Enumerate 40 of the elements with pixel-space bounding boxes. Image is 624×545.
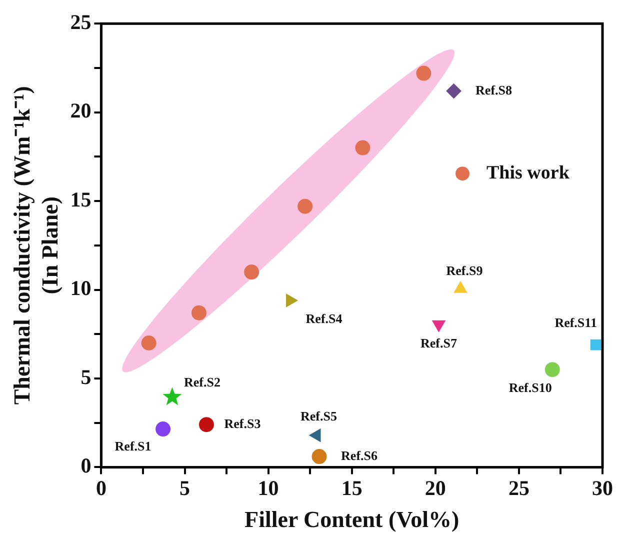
x-tick-label: 15 xyxy=(341,476,362,500)
series-label: Ref.S1 xyxy=(114,438,152,454)
point xyxy=(156,422,171,437)
point xyxy=(298,198,313,214)
series-label: Ref.S10 xyxy=(508,380,552,395)
point xyxy=(590,339,602,350)
point xyxy=(544,362,560,378)
point xyxy=(446,84,462,99)
x-tick-label: 20 xyxy=(424,476,446,500)
point xyxy=(141,335,156,350)
point xyxy=(416,66,432,81)
series-label: Ref.S9 xyxy=(446,263,484,278)
series-label: Ref.S6 xyxy=(341,448,378,463)
y-tick-label: 25 xyxy=(70,10,92,34)
point xyxy=(312,449,327,464)
point xyxy=(191,305,206,320)
point xyxy=(355,140,370,156)
y-tick-label: 0 xyxy=(80,454,92,478)
y-axis-title: Thermal conductivity (Wm⁻¹k⁻¹) (In Plane) xyxy=(10,86,62,405)
x-tick-label: 25 xyxy=(508,476,530,500)
x-tick-label: 30 xyxy=(592,476,613,500)
x-tick-label: 0 xyxy=(96,476,106,500)
x-tick-label: 10 xyxy=(258,476,279,500)
series-label: Ref.S3 xyxy=(224,416,262,431)
legend-label: This work xyxy=(486,162,570,184)
x-tick-label: 5 xyxy=(180,476,190,500)
series-label: Ref.S5 xyxy=(300,408,338,424)
point xyxy=(162,387,182,406)
x-axis-title: Filler Content (Vol%) xyxy=(244,507,460,532)
series-label: Ref.S2 xyxy=(184,374,220,390)
y-tick-label: 10 xyxy=(70,276,92,300)
y-tick-label: 20 xyxy=(70,98,92,123)
series-label: Ref.S8 xyxy=(476,82,513,98)
series-label: Ref.S4 xyxy=(306,310,343,326)
series-label: Ref.S7 xyxy=(420,336,458,351)
series-label: Ref.S11 xyxy=(554,315,597,330)
y-tick-label: 15 xyxy=(70,187,92,212)
point xyxy=(244,264,260,280)
point xyxy=(198,417,214,432)
y-tick-label: 5 xyxy=(80,364,92,389)
